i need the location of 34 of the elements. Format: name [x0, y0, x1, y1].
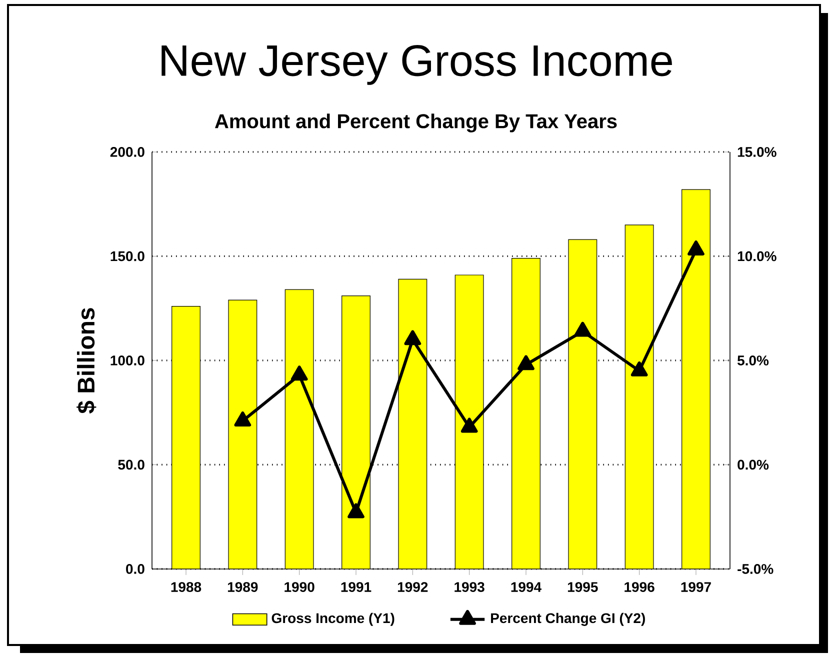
y-tick-label: 100.0 — [110, 356, 144, 366]
x-tick-label: 1988 — [171, 582, 202, 592]
x-tick-label: 1992 — [398, 582, 428, 592]
point — [348, 503, 364, 518]
x-tick-label: 1996 — [624, 582, 654, 592]
x-tick-label: 1991 — [341, 582, 372, 592]
point — [630, 361, 648, 376]
x-tick-label: 1989 — [228, 582, 258, 592]
x-tick-label: 1993 — [454, 582, 484, 592]
point — [290, 366, 308, 381]
chart-title: New Jersey Gross Income — [162, 45, 672, 85]
y2-tick-label: -5.0% — [738, 564, 774, 574]
y2-tick-label: 10.0% — [738, 251, 776, 262]
y2-tick-label: 0.0% — [738, 460, 769, 470]
y-tick-label: 150.0 — [110, 251, 144, 262]
point — [688, 240, 704, 256]
point — [234, 411, 252, 426]
y-axis-title: $ Billions — [76, 308, 96, 414]
x-tick-label: 1995 — [568, 582, 598, 592]
y-tick-label: 0.0 — [126, 564, 144, 574]
point — [518, 355, 534, 370]
y-tick-label: 200.0 — [110, 147, 144, 157]
chart-subtitle: Amount and Percent Change By Tax Years — [214, 114, 617, 132]
y2-tick-label: 15.0% — [738, 147, 776, 157]
y-tick-label: 50.0 — [118, 460, 144, 470]
y2-tick-label: 5.0% — [737, 356, 769, 366]
x-tick-label: 1990 — [284, 582, 314, 592]
point — [460, 418, 478, 433]
x-tick-label: 1997 — [681, 582, 711, 592]
point — [574, 322, 592, 337]
point — [404, 330, 422, 346]
legend-label: Percent Change GI (Y2) — [491, 612, 645, 626]
x-tick-label: 1994 — [511, 582, 542, 592]
legend-label: Gross Income (Y1) — [272, 612, 394, 626]
